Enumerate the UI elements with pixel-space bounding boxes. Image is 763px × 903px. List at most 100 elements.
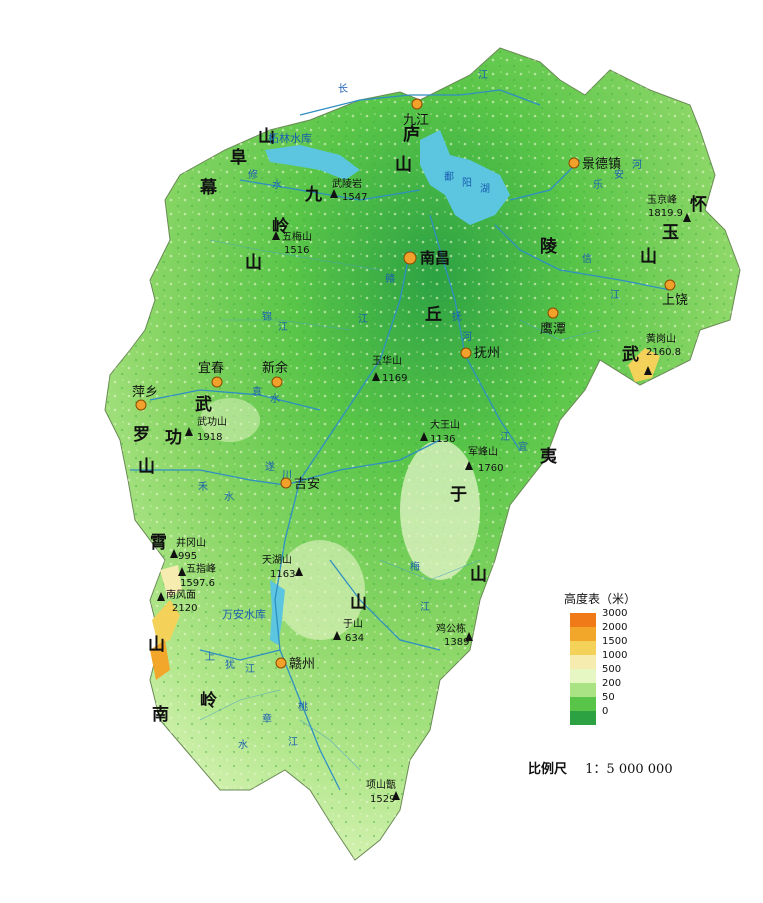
legend-value: 2000 (602, 622, 628, 633)
svg-text:信: 信 (582, 253, 592, 265)
zhelin-reservoir (265, 145, 360, 180)
svg-text:山: 山 (148, 635, 165, 655)
svg-text:2160.8: 2160.8 (646, 347, 681, 358)
svg-text:阳: 阳 (462, 177, 472, 189)
svg-text:1819.9: 1819.9 (648, 208, 683, 219)
svg-text:遂: 遂 (265, 460, 275, 473)
svg-text:山: 山 (258, 127, 275, 147)
svg-text:玉华山: 玉华山 (372, 354, 402, 367)
city-jian: 吉安 (280, 477, 320, 492)
legend-row: 1000 (556, 650, 666, 669)
svg-text:宜春: 宜春 (198, 361, 224, 376)
svg-text:梅: 梅 (410, 560, 420, 573)
svg-text:景德镇: 景德镇 (582, 157, 621, 172)
svg-text:江: 江 (245, 663, 255, 675)
svg-text:锦: 锦 (262, 310, 272, 323)
svg-text:南风面: 南风面 (166, 588, 196, 601)
svg-text:南: 南 (152, 704, 169, 725)
svg-text:634: 634 (345, 633, 364, 644)
svg-text:鸡公栋: 鸡公栋 (436, 622, 466, 635)
svg-text:岭: 岭 (200, 690, 217, 711)
range-nanling: 南 岭 (152, 690, 217, 725)
svg-text:五梅山: 五梅山 (282, 230, 312, 243)
legend-row: 0 (556, 706, 666, 725)
range-jiuling: 九 岭 山 (245, 185, 322, 273)
svg-text:1163: 1163 (270, 569, 295, 580)
legend-value: 50 (602, 692, 615, 703)
svg-text:五指峰: 五指峰 (186, 562, 216, 575)
peak-junfengshan: 军峰山 1760 (465, 446, 503, 474)
city-yingtan: 鹰潭 (540, 307, 566, 337)
svg-text:功: 功 (165, 428, 182, 448)
range-luoxiao: 罗 霄 山 (133, 425, 167, 655)
svg-text:武功山: 武功山 (197, 415, 227, 428)
svg-text:江: 江 (420, 601, 430, 613)
svg-text:2120: 2120 (172, 603, 197, 614)
svg-text:川: 川 (282, 470, 292, 481)
peak-yushan: 于山 634 (333, 618, 364, 644)
peak-wumeishan: 五梅山 1516 (272, 230, 312, 256)
legend-value: 0 (602, 706, 609, 717)
legend-value: 1000 (602, 650, 628, 661)
legend-row: 200 (556, 678, 666, 697)
range-yushan: 山 于 (450, 485, 487, 585)
svg-text:河: 河 (462, 331, 472, 343)
svg-text:上饶: 上饶 (662, 293, 688, 308)
range-wuyi-e: 夷 (540, 446, 558, 467)
legend-swatch (570, 711, 596, 725)
svg-text:新余: 新余 (262, 360, 288, 376)
svg-text:1597.6: 1597.6 (180, 578, 215, 589)
peak-jigongdong: 鸡公栋 1389 (436, 622, 473, 648)
svg-text:乐: 乐 (593, 179, 603, 191)
svg-text:九: 九 (304, 185, 322, 205)
range-lushan: 庐 山 (395, 124, 420, 175)
legend-rows: 3000 2000 1500 1000 500 200 50 0 (556, 608, 666, 725)
city-pingxiang: 萍乡 (132, 385, 158, 411)
svg-text:军峰山: 军峰山 (468, 446, 498, 458)
svg-text:南昌: 南昌 (420, 249, 450, 267)
peak-xiangshanzeng: 项山甑 1529 (366, 778, 400, 805)
svg-text:袁: 袁 (252, 386, 262, 398)
city-xinyu: 新余 (262, 360, 288, 388)
svg-text:桃: 桃 (298, 700, 308, 713)
svg-text:天湖山: 天湖山 (262, 554, 292, 566)
legend-row: 1500 (556, 636, 666, 655)
city-jingdezhen: 景德镇 (568, 157, 621, 172)
svg-text:玉京峰: 玉京峰 (647, 193, 677, 206)
svg-text:黄岗山: 黄岗山 (646, 332, 676, 345)
peak-wugongshan: 武功山 1918 (185, 415, 227, 443)
svg-text:萍乡: 萍乡 (132, 385, 158, 400)
svg-text:江: 江 (478, 69, 488, 81)
peak-wuzhifeng: 五指峰 1597.6 (178, 562, 216, 589)
svg-text:武: 武 (195, 394, 212, 415)
scale-label: 比例尺 (528, 762, 568, 777)
svg-text:项山甑: 项山甑 (366, 778, 396, 791)
svg-text:禾: 禾 (198, 481, 208, 493)
city-shangrao: 上饶 (662, 279, 688, 308)
peak-dawangshan: 大王山 1136 (420, 418, 460, 445)
city-nanchang: 南昌 (403, 249, 450, 267)
peak-tianhushan: 天湖山 1163 (262, 554, 303, 580)
svg-text:水: 水 (270, 393, 280, 405)
svg-text:抚州: 抚州 (474, 346, 500, 361)
svg-text:1760: 1760 (478, 463, 503, 474)
range-huaiyu: 怀 玉 山 (640, 195, 707, 267)
peak-yuhuashan: 玉华山 1169 (372, 354, 407, 384)
svg-text:长: 长 (338, 83, 348, 95)
svg-text:鄱: 鄱 (444, 170, 454, 183)
zhelin-label: 柘林水库 (268, 131, 312, 145)
svg-text:井冈山: 井冈山 (176, 536, 206, 549)
svg-text:江: 江 (500, 431, 510, 443)
range-mufu: 幕 阜 山 (199, 127, 275, 198)
peak-yujingfeng: 玉京峰 1819.9 (647, 193, 691, 222)
svg-text:于山: 于山 (343, 618, 363, 630)
svg-text:山: 山 (640, 247, 657, 267)
legend-row: 500 (556, 664, 666, 683)
wanan-label: 万安水库 (222, 607, 266, 621)
peak-jinggangshan: 井冈山 995 (170, 536, 206, 562)
svg-text:幕: 幕 (199, 177, 218, 198)
svg-text:怀: 怀 (690, 195, 707, 215)
svg-text:山: 山 (395, 155, 412, 175)
svg-text:1529: 1529 (370, 794, 395, 805)
svg-text:罗: 罗 (133, 425, 150, 445)
